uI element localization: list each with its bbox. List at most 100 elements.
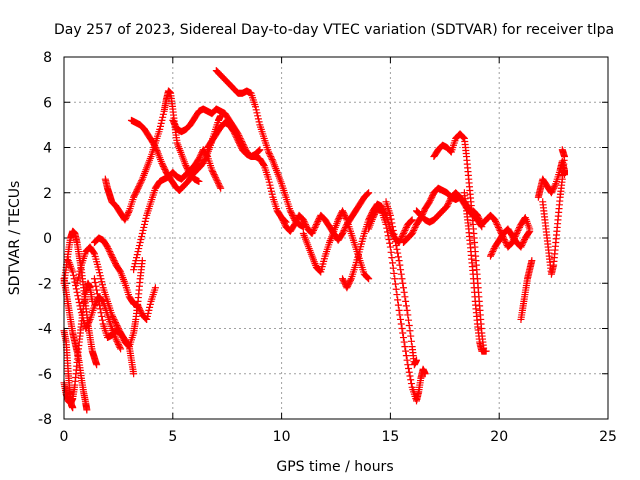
- data-point: [76, 267, 84, 275]
- data-point: [363, 190, 371, 198]
- data-point: [234, 137, 242, 145]
- data-point: [213, 177, 221, 185]
- x-tick-label: 5: [168, 429, 177, 445]
- data-point: [399, 329, 407, 337]
- data-point: [169, 116, 177, 124]
- data-point: [299, 216, 307, 224]
- data-point: [399, 231, 407, 239]
- y-axis-label: SDTVAR / TECUs: [7, 181, 23, 296]
- data-point: [111, 317, 119, 325]
- data-point: [90, 275, 98, 283]
- data-point: [395, 306, 403, 314]
- data-point: [314, 217, 322, 225]
- data-point: [130, 266, 138, 274]
- data-point: [444, 201, 452, 209]
- series-s26: [517, 257, 536, 323]
- data-point: [251, 103, 259, 111]
- data-point: [214, 180, 222, 188]
- data-point: [281, 220, 289, 228]
- data-point: [558, 146, 566, 154]
- series-s10: [127, 112, 225, 194]
- data-point: [394, 253, 402, 261]
- data-point: [90, 249, 98, 257]
- data-point: [526, 227, 534, 235]
- data-point: [144, 309, 152, 317]
- data-point: [233, 135, 241, 143]
- data-point: [399, 334, 407, 342]
- data-point: [141, 217, 149, 225]
- data-marks: [60, 67, 568, 414]
- data-point: [489, 246, 497, 254]
- data-point: [119, 335, 127, 343]
- data-point: [268, 190, 276, 198]
- data-point: [428, 192, 436, 200]
- data-point: [313, 219, 321, 227]
- data-point: [550, 184, 558, 192]
- data-point: [105, 246, 113, 254]
- data-point: [402, 347, 410, 355]
- data-point: [117, 329, 125, 337]
- data-point: [116, 343, 124, 351]
- data-point: [402, 352, 410, 360]
- data-point: [402, 225, 410, 233]
- data-point: [217, 184, 225, 192]
- data-point: [75, 298, 83, 306]
- data-point: [265, 148, 273, 156]
- data-point: [195, 155, 203, 163]
- data-point: [426, 198, 434, 206]
- data-point: [196, 153, 204, 161]
- data-point: [408, 229, 416, 237]
- data-point: [293, 216, 301, 224]
- series-s15: [278, 189, 373, 244]
- data-point: [158, 116, 166, 124]
- data-point: [402, 297, 410, 305]
- series-s25: [486, 225, 534, 260]
- data-point: [77, 305, 85, 313]
- data-point: [254, 147, 262, 155]
- data-point: [252, 106, 260, 114]
- data-point: [398, 325, 406, 332]
- data-point: [311, 223, 319, 231]
- data-point: [407, 217, 415, 225]
- data-point: [85, 317, 93, 325]
- data-point: [112, 320, 120, 328]
- data-point: [82, 325, 90, 332]
- data-point: [288, 211, 296, 219]
- series-s7: [90, 234, 159, 323]
- data-point: [473, 211, 481, 219]
- data-point: [94, 294, 102, 302]
- data-point: [74, 276, 82, 284]
- data-point: [312, 222, 320, 230]
- data-point: [398, 232, 406, 240]
- data-point: [132, 257, 140, 265]
- data-point: [421, 370, 429, 378]
- data-point: [387, 248, 395, 256]
- data-point: [159, 162, 167, 170]
- y-tick-label: -6: [38, 367, 52, 383]
- data-point: [365, 189, 373, 197]
- data-point: [519, 239, 527, 247]
- data-point: [96, 272, 104, 280]
- data-point: [131, 260, 139, 268]
- x-axis-label: GPS time / hours: [276, 459, 393, 475]
- data-point: [513, 228, 521, 236]
- x-tick-label: 10: [273, 429, 291, 445]
- data-point: [138, 232, 146, 240]
- x-tick-label: 0: [60, 429, 69, 445]
- data-point: [91, 300, 99, 308]
- data-point: [363, 273, 371, 281]
- data-point: [75, 295, 83, 303]
- data-point: [308, 229, 316, 237]
- data-point: [215, 181, 223, 189]
- data-point: [170, 119, 178, 127]
- data-point: [518, 240, 526, 248]
- data-point: [370, 212, 378, 220]
- data-point: [85, 318, 93, 326]
- data-point: [398, 275, 406, 283]
- data-point: [382, 220, 390, 228]
- data-point: [444, 199, 452, 207]
- data-point: [211, 172, 219, 180]
- data-point: [388, 219, 396, 227]
- data-point: [109, 254, 117, 262]
- data-point: [156, 125, 164, 133]
